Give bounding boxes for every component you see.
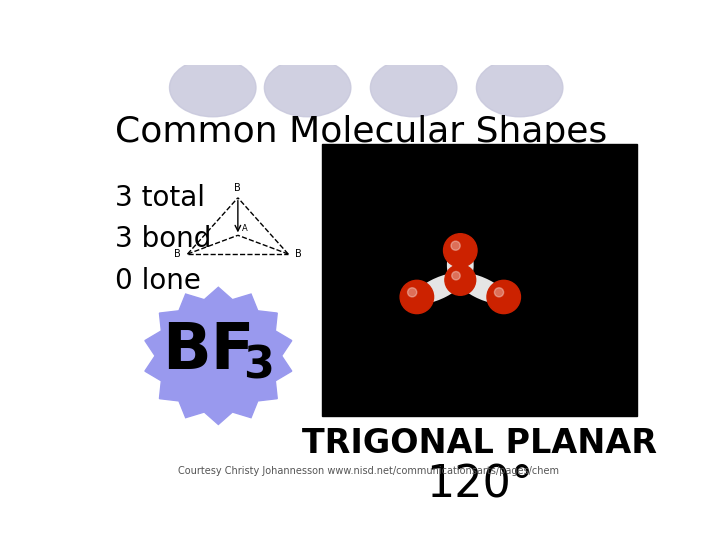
Text: BF: BF	[162, 320, 254, 382]
Text: B: B	[295, 249, 302, 259]
Text: 120°: 120°	[426, 463, 533, 507]
Ellipse shape	[169, 58, 256, 117]
Ellipse shape	[444, 234, 477, 267]
Ellipse shape	[370, 58, 457, 117]
Ellipse shape	[451, 241, 460, 250]
FancyBboxPatch shape	[322, 144, 637, 416]
Ellipse shape	[413, 273, 465, 304]
Text: B: B	[235, 183, 241, 193]
Ellipse shape	[477, 58, 563, 117]
Text: 3 bond: 3 bond	[115, 225, 212, 253]
Ellipse shape	[495, 288, 503, 297]
Ellipse shape	[408, 288, 417, 297]
Text: 3 total: 3 total	[115, 184, 205, 212]
Text: TRIGONAL PLANAR: TRIGONAL PLANAR	[302, 427, 657, 460]
Ellipse shape	[451, 272, 460, 280]
Ellipse shape	[456, 273, 508, 304]
Ellipse shape	[447, 242, 474, 288]
Ellipse shape	[400, 280, 433, 314]
Text: 0 lone: 0 lone	[115, 267, 201, 295]
Text: Courtesy Christy Johannesson www.nisd.net/communicationsarts/pages/chem: Courtesy Christy Johannesson www.nisd.ne…	[179, 465, 559, 476]
Text: Common Molecular Shapes: Common Molecular Shapes	[115, 114, 608, 148]
Ellipse shape	[264, 58, 351, 117]
Ellipse shape	[445, 265, 476, 295]
Text: A: A	[243, 224, 248, 233]
Text: 3: 3	[243, 345, 274, 388]
Ellipse shape	[487, 280, 521, 314]
Text: B: B	[174, 249, 181, 259]
Polygon shape	[145, 287, 292, 424]
